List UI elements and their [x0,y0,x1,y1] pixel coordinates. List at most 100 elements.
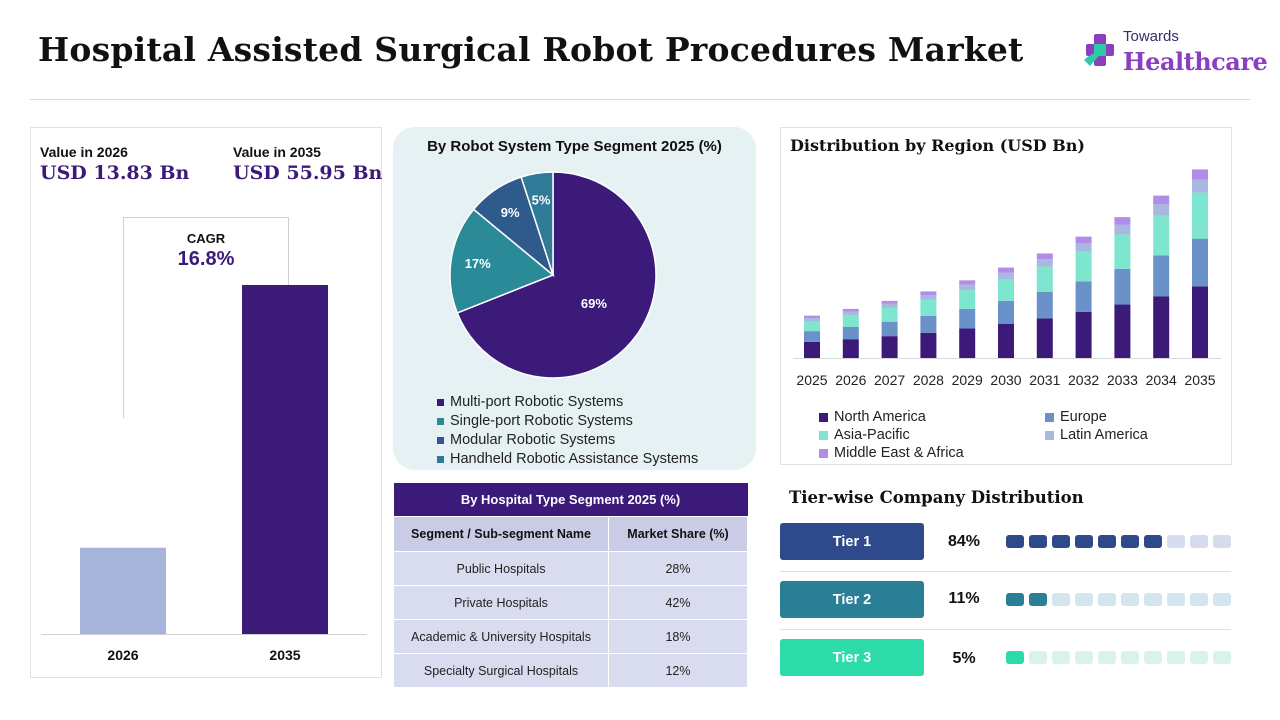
region-legend-item: Asia-Pacific [819,427,910,443]
segment-name: Public Hospitals [393,551,609,586]
x-tick-label: 2028 [913,372,944,388]
pie-slice [520,171,554,276]
legend-label: North America [834,409,926,425]
cagr-callout: CAGR 16.8% [123,217,289,418]
stacked-bar-segment [804,331,820,342]
pie-slice-label: 69% [581,296,607,311]
tier-3-progress [1006,651,1232,665]
region-legend-item: Europe [1045,409,1107,425]
table-title: By Hospital Type Segment 2025 (%) [393,483,748,517]
tier-1-label: Tier 1 [780,523,924,560]
x-tick-label: 2035 [1184,372,1215,388]
legend-swatch [819,430,828,440]
tier-segment-filled [1029,535,1047,548]
table-row: Public Hospitals 28% [393,551,748,586]
stacked-bar-segment [881,303,898,308]
tier-segment-empty [1190,593,1208,606]
stacked-bar-segment [959,284,976,291]
cagr-value: 16.8% [177,248,235,270]
x-tick-label: 2027 [874,372,905,388]
stacked-bar-segment [1153,204,1170,216]
stacked-bar-segment [1036,259,1053,267]
pie-legend-item: Modular Robotic Systems [437,432,698,451]
stacked-bar-segment [842,314,859,327]
x-tick-label: 2032 [1068,372,1099,388]
stacked-bar-segment [881,307,898,322]
stacked-bar-segment [804,321,820,332]
stacked-bar-segment [998,300,1014,324]
legend-label: Handheld Robotic Assistance Systems [450,451,699,467]
tier-segment-filled [1029,593,1047,606]
region-legend-item: Middle East & Africa [819,445,964,461]
stacked-bar-segment [959,290,976,309]
stacked-bar-segment [1114,224,1131,235]
tier-segment-empty [1167,593,1185,606]
pie-slice-label: 17% [465,256,491,271]
tier-segment-empty [1213,651,1231,664]
tier-segment-filled [1006,651,1024,664]
x-tick-label: 2033 [1107,372,1138,388]
tier-segment-empty [1121,593,1139,606]
stacked-bar-segment [804,315,820,318]
segment-name: Specialty Surgical Hospitals [393,653,609,688]
table-row: Specialty Surgical Hospitals 12% [393,653,748,688]
tier-segment-filled [1006,535,1024,548]
tier-segment-empty [1075,593,1093,606]
tier-segment-empty [1213,593,1231,606]
tier-segment-filled [1075,535,1093,548]
legend-swatch [437,436,444,444]
value-2026-label: Value in 2026 [40,144,128,160]
legend-swatch [437,398,444,406]
legend-label: Modular Robotic Systems [450,432,616,448]
column-header-share: Market Share (%) [608,516,748,552]
tier-segment-empty [1213,535,1231,548]
stacked-bar-segment [998,272,1014,279]
stacked-bar-segment [1114,304,1131,358]
pie-legend-item: Multi-port Robotic Systems [437,394,698,413]
legend-label: Multi-port Robotic Systems [450,394,624,410]
logo-text-small: Towards [1123,28,1179,45]
market-value-panel: Value in 2026 USD 13.83 Bn Value in 2035… [30,127,382,678]
stacked-bar-segment [1192,238,1208,287]
x-tick-label: 2031 [1029,372,1060,388]
stacked-bar-segment [1192,192,1208,239]
tier-segment-filled [1098,535,1116,548]
table-row: Academic & University Hospitals 18% [393,619,748,654]
stacked-bar-segment [959,308,976,329]
legend-label: Latin America [1060,427,1148,443]
region-legend: North America Europe Asia-Pacific Latin Ame… [819,409,1219,463]
column-header-segment: Segment / Sub-segment Name [393,516,609,552]
stacked-bar-segment [920,332,937,358]
value-2035-label: Value in 2035 [233,144,321,160]
tier-divider [780,571,1231,572]
stacked-bar-segment [804,317,820,322]
stacked-bar-segment [1036,253,1053,260]
tier-segment-empty [1144,593,1162,606]
brand-logo: Towards Healthcare [1080,28,1268,78]
tier-1-progress [1006,535,1232,549]
value-bar-2026 [80,547,166,634]
segment-name: Private Hospitals [393,585,609,620]
stacked-bar-segment [1153,296,1170,358]
tier-3-percent: 5% [952,650,976,667]
stacked-bar-segment [1075,243,1092,252]
stacked-bar-segment [1153,255,1170,297]
legend-swatch [819,448,828,458]
stacked-bar-segment [1114,234,1131,269]
tier-segment-filled [1121,535,1139,548]
stacked-bar-segment [1114,268,1131,305]
legend-swatch [819,412,828,422]
tier-2-progress [1006,593,1232,607]
tier-segment-empty [1098,593,1116,606]
tier-segment-empty [1075,651,1093,664]
medical-cross-icon [1084,34,1114,66]
segment-share: 18% [608,619,748,654]
bar-label-2026: 2026 [107,647,139,663]
tier-segment-empty [1052,593,1070,606]
segment-share: 42% [608,585,748,620]
legend-swatch [437,455,444,463]
hospital-type-table: By Hospital Type Segment 2025 (%) Segmen… [393,483,748,688]
tier-segment-empty [1190,535,1208,548]
pie-slice-label: 5% [532,193,551,208]
stacked-bar-segment [842,339,859,358]
